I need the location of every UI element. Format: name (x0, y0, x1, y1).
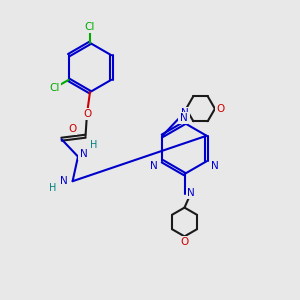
Text: N: N (181, 108, 188, 118)
Text: Cl: Cl (50, 83, 60, 93)
Text: N: N (60, 176, 68, 186)
Text: H: H (50, 183, 57, 193)
Text: O: O (216, 104, 224, 114)
Text: N: N (187, 188, 195, 198)
Text: N: N (80, 148, 87, 159)
Text: H: H (90, 140, 97, 150)
Text: N: N (211, 161, 219, 171)
Text: O: O (68, 124, 76, 134)
Text: Cl: Cl (85, 22, 95, 32)
Text: O: O (180, 237, 189, 248)
Text: O: O (83, 109, 91, 119)
Text: N: N (179, 113, 187, 123)
Text: N: N (150, 161, 158, 171)
